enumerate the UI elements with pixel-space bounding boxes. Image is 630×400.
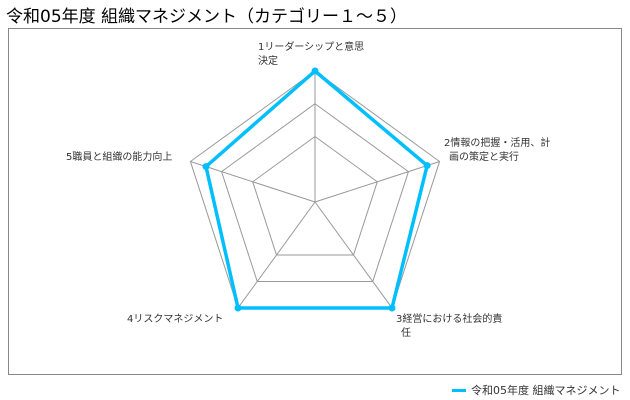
chart-frame [8,28,622,375]
series-line [204,68,430,310]
axis-label: 3経営における社会的責 [396,312,502,325]
axis-label: 決定 [258,54,278,67]
legend-swatch [452,388,466,392]
grid-ring [252,135,378,256]
axis-spoke [314,201,393,309]
chart-title: 令和05年度 組織マネジメント（カテゴリー１～５） [6,7,408,27]
data-point [202,163,210,171]
axis-label: 画の策定と実行 [449,150,519,163]
legend: 令和05年度 組織マネジメント [452,382,621,398]
axis-label: 2情報の把握・活用、計 [444,136,550,149]
axis-spoke [314,161,440,203]
data-point [311,67,319,75]
axis-spoke [190,161,316,203]
axis-spoke [237,201,316,309]
axis-label: 任 [401,326,411,339]
axis-label: 4リスクマネジメント [127,313,223,325]
data-point [423,162,431,170]
data-point [234,304,242,312]
axis-label: 1リーダーシップと意思 [258,40,364,53]
axis-label: 5職員と組織の能力向上 [66,150,172,163]
legend-label: 令和05年度 組織マネジメント [471,384,621,397]
data-point [388,304,396,312]
grid-ring [220,103,410,282]
